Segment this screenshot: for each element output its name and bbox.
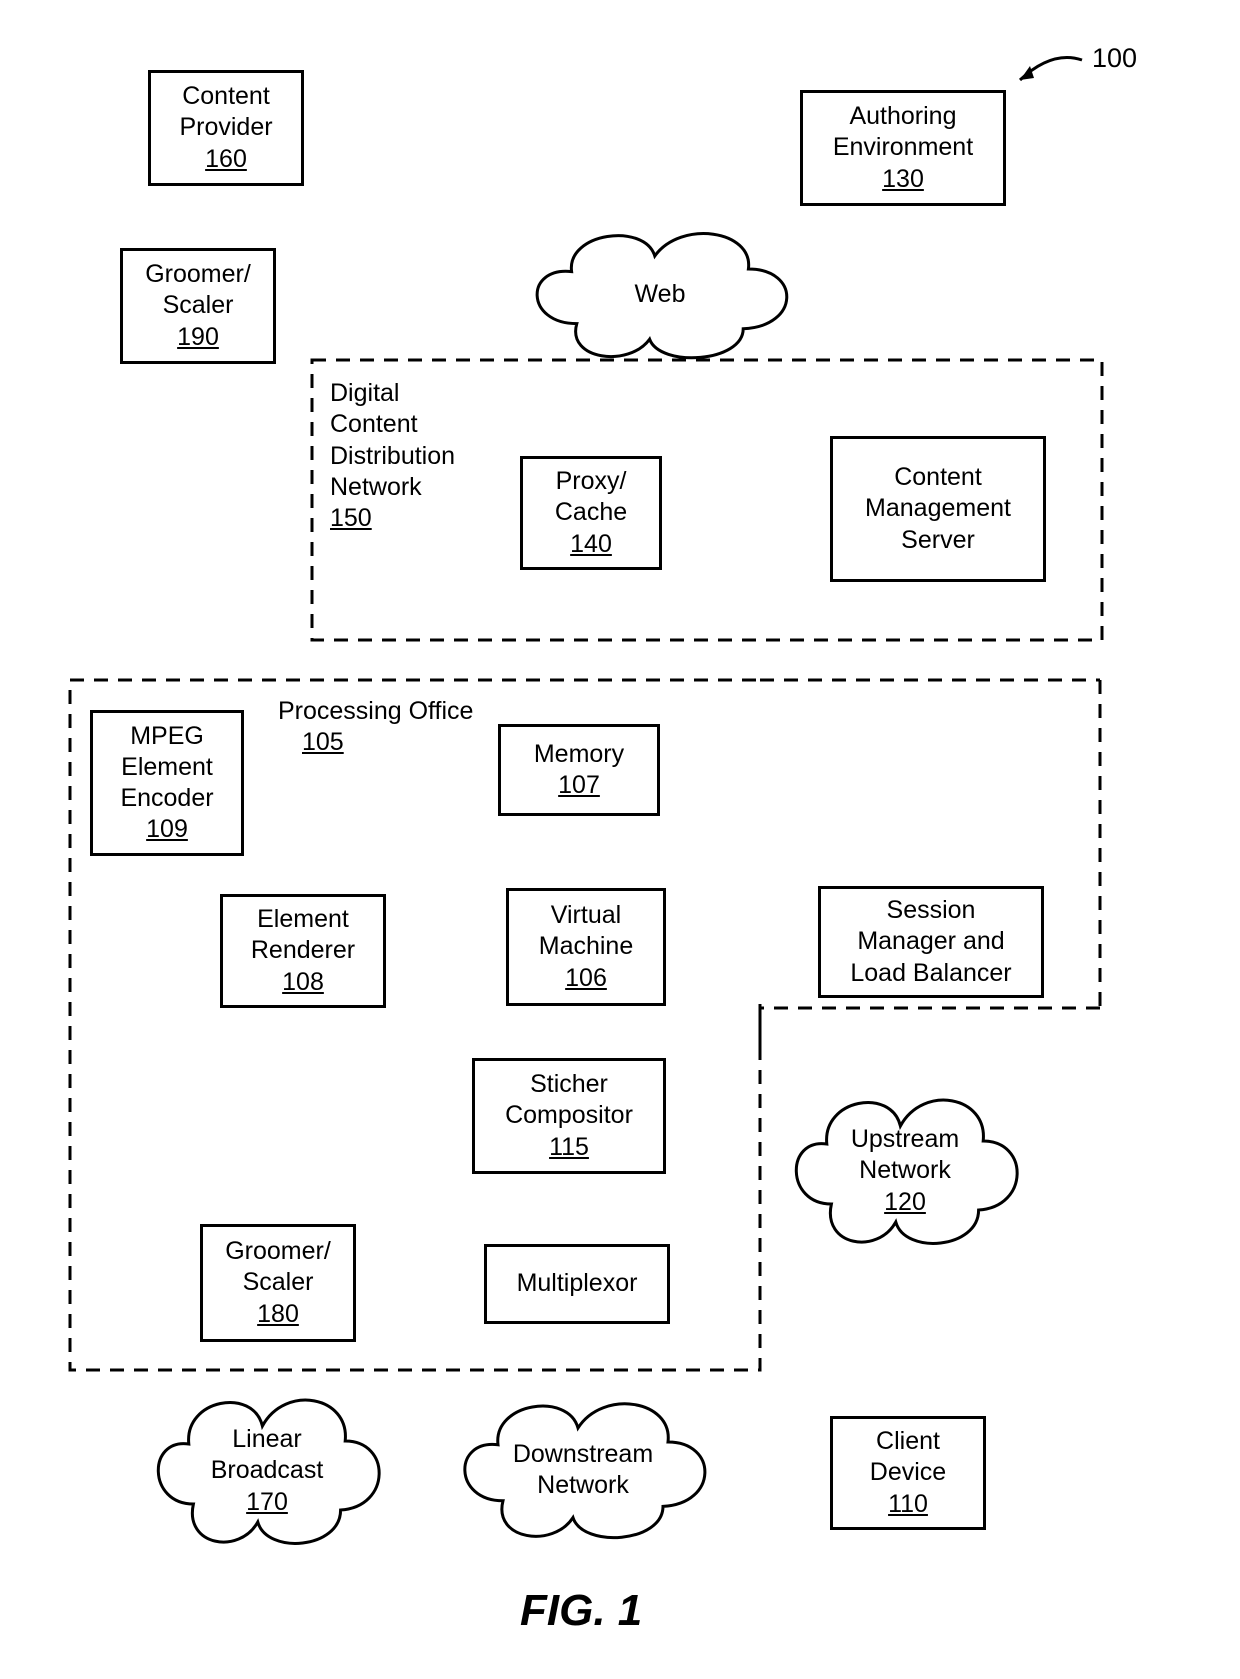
node-ref: 180 bbox=[257, 1299, 299, 1330]
node-vm: VirtualMachine106 bbox=[506, 888, 666, 1006]
cloud-downstream: DownstreamNetwork bbox=[458, 1400, 708, 1540]
node-label: SticherCompositor bbox=[505, 1069, 633, 1132]
node-client: ClientDevice110 bbox=[830, 1416, 986, 1530]
node-label: LinearBroadcast bbox=[211, 1424, 324, 1487]
node-label: Web bbox=[635, 279, 686, 310]
node-ref: 106 bbox=[565, 963, 607, 994]
node-ref: 109 bbox=[146, 814, 188, 845]
node-cms: ContentManagementServer bbox=[830, 436, 1046, 582]
node-label: Memory bbox=[534, 739, 624, 770]
node-label: VirtualMachine bbox=[539, 900, 634, 963]
node-mpeg: MPEGElementEncoder109 bbox=[90, 710, 244, 856]
node-ref: 107 bbox=[558, 770, 600, 801]
node-ref: 140 bbox=[570, 529, 612, 560]
node-label: UpstreamNetwork bbox=[851, 1124, 959, 1187]
node-groomer190: Groomer/Scaler190 bbox=[120, 248, 276, 364]
node-sticher: SticherCompositor115 bbox=[472, 1058, 666, 1174]
node-authoring: AuthoringEnvironment130 bbox=[800, 90, 1006, 206]
figure-ref-100: 100 bbox=[1092, 42, 1137, 76]
node-ref: 115 bbox=[549, 1132, 589, 1163]
node-label: AuthoringEnvironment bbox=[833, 101, 973, 164]
node-ref: 160 bbox=[205, 144, 247, 175]
node-ref: 190 bbox=[177, 322, 219, 353]
node-ref: 120 bbox=[884, 1187, 926, 1218]
node-label: Multiplexor bbox=[517, 1268, 638, 1299]
node-ref: 108 bbox=[282, 967, 324, 998]
node-label: ElementRenderer bbox=[251, 904, 355, 967]
node-content_provider: ContentProvider160 bbox=[148, 70, 304, 186]
node-label: Groomer/Scaler bbox=[145, 259, 251, 322]
cloud-web: Web bbox=[530, 230, 790, 360]
figure-caption: FIG. 1 bbox=[520, 1586, 642, 1636]
node-multiplex: Multiplexor bbox=[484, 1244, 670, 1324]
node-label: MPEGElementEncoder bbox=[120, 721, 213, 815]
node-session: SessionManager andLoad Balancer bbox=[818, 886, 1044, 998]
dcdn-label: DigitalContentDistributionNetwork150 bbox=[330, 378, 455, 534]
node-groomer180: Groomer/Scaler180 bbox=[200, 1224, 356, 1342]
node-label: DownstreamNetwork bbox=[513, 1439, 653, 1502]
node-ref: 110 bbox=[888, 1489, 928, 1520]
node-renderer: ElementRenderer108 bbox=[220, 894, 386, 1008]
node-ref: 130 bbox=[882, 164, 924, 195]
node-label: ContentManagementServer bbox=[865, 462, 1011, 556]
node-label: Proxy/Cache bbox=[555, 466, 627, 529]
node-label: ContentProvider bbox=[179, 81, 272, 144]
cloud-linear: LinearBroadcast170 bbox=[152, 1396, 382, 1546]
node-label: ClientDevice bbox=[870, 1426, 946, 1489]
node-label: Groomer/Scaler bbox=[225, 1236, 331, 1299]
node-proxy: Proxy/Cache140 bbox=[520, 456, 662, 570]
node-ref: 170 bbox=[246, 1487, 288, 1518]
node-memory: Memory107 bbox=[498, 724, 660, 816]
cloud-upstream: UpstreamNetwork120 bbox=[790, 1096, 1020, 1246]
node-label: SessionManager andLoad Balancer bbox=[850, 895, 1011, 989]
processing-office-label: Processing Office105 bbox=[278, 696, 473, 759]
